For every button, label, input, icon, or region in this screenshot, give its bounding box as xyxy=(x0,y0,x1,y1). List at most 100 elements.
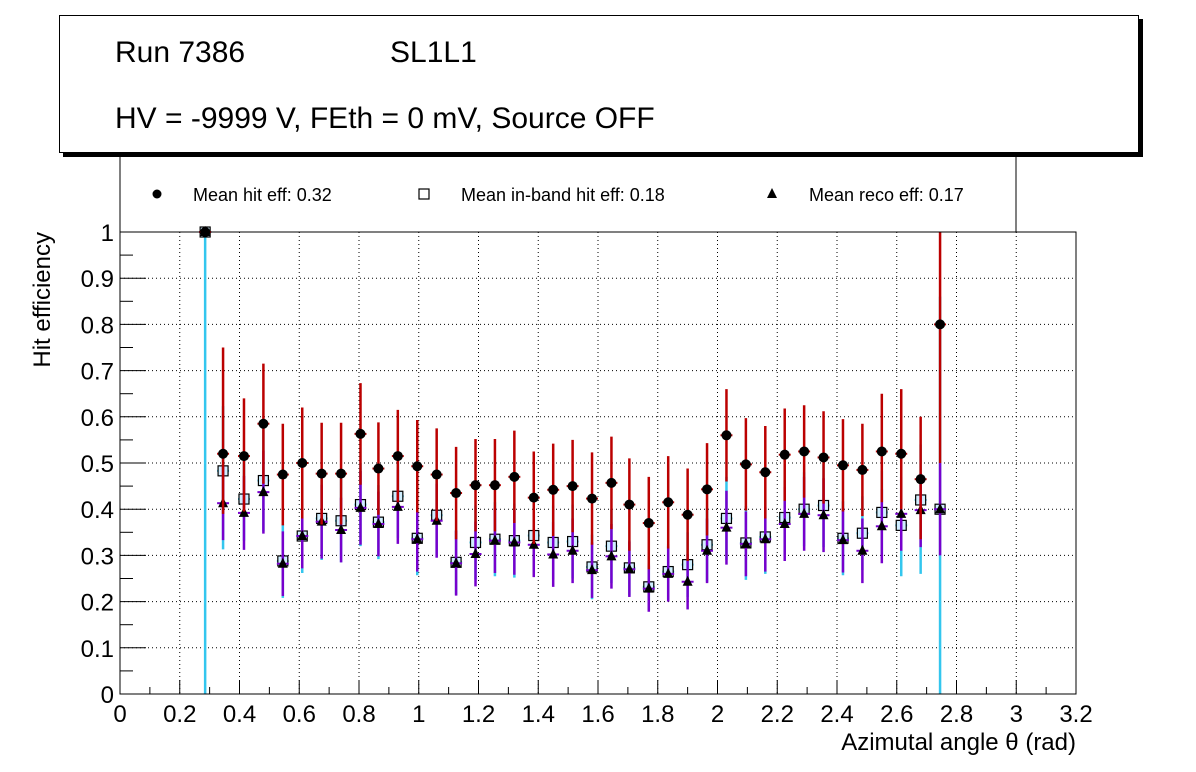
legend: Mean hit eff: 0.32 Mean in-band hit eff:… xyxy=(119,155,1017,233)
reco-eff-point xyxy=(373,517,384,528)
y-tick-label: 0.5 xyxy=(81,451,114,478)
reco-eff-point xyxy=(297,529,308,540)
reco-eff-point xyxy=(740,537,751,548)
hit-eff-point xyxy=(451,488,462,499)
data-points xyxy=(199,226,947,694)
run-conditions: HV = -9999 V, FEth = 0 mV, Source OFF xyxy=(115,102,655,135)
y-tick-label: 0.2 xyxy=(81,590,114,617)
x-tick-label: 3 xyxy=(1010,701,1023,728)
hit-eff-point xyxy=(606,477,617,488)
x-tick-label: 0.8 xyxy=(342,701,375,728)
reco-eff-point xyxy=(587,564,598,575)
axes: 0 0.2 0.4 0.6 0.8 1 1.2 1.4 1.6 1.8 2 2.2 2.4 2.6 2.8 3… xyxy=(81,220,1093,728)
reco-eff-point xyxy=(799,507,810,518)
hit-eff-point xyxy=(760,467,771,478)
reco-eff-point xyxy=(489,534,500,545)
y-tick-label: 0.1 xyxy=(81,636,114,663)
hit-eff-point xyxy=(915,474,926,485)
x-tick-label: 0.4 xyxy=(223,701,256,728)
y-tick-label: 1 xyxy=(101,220,114,247)
x-tick-label: 2.8 xyxy=(940,701,973,728)
reco-eff-point xyxy=(355,501,366,512)
reco-eff-point xyxy=(277,557,288,568)
reco-eff-point xyxy=(896,507,907,518)
hit-eff-point xyxy=(818,452,829,463)
x-tick-label: 1.8 xyxy=(641,701,674,728)
y-tick-label: 0.6 xyxy=(81,405,114,432)
x-tick-label: 0.2 xyxy=(163,701,196,728)
hit-eff-point xyxy=(336,468,347,479)
hit-eff-point xyxy=(489,480,500,491)
reco-eff-point xyxy=(779,517,790,528)
x-tick-label: 2.6 xyxy=(880,701,913,728)
x-tick-label: 0.6 xyxy=(283,701,316,728)
reco-eff-point xyxy=(876,520,887,531)
reco-eff-point xyxy=(567,544,578,555)
reco-eff-point xyxy=(238,506,249,517)
layer-name: SL1L1 xyxy=(390,36,477,69)
legend-box xyxy=(119,155,1017,233)
hit-eff-point xyxy=(277,469,288,480)
hit-eff-point xyxy=(876,446,887,457)
reco-eff-point xyxy=(935,503,946,514)
hit-eff-point xyxy=(392,451,403,462)
reco-eff-point xyxy=(643,582,654,593)
reco-eff-point xyxy=(451,557,462,568)
hit-eff-point xyxy=(412,461,423,472)
x-tick-label: 0 xyxy=(113,701,126,728)
reco-eff-point xyxy=(760,533,771,544)
hit-eff-point xyxy=(740,459,751,470)
x-tick-label: 1.4 xyxy=(522,701,555,728)
x-tick-label: 2.2 xyxy=(761,701,794,728)
y-tick-label: 0.4 xyxy=(81,497,114,524)
y-tick-label: 0.8 xyxy=(81,312,114,339)
y-tick-label: 0.7 xyxy=(81,359,114,386)
hit-eff-point xyxy=(624,499,635,510)
hit-eff-point xyxy=(548,484,559,495)
reco-eff-point xyxy=(470,548,481,559)
y-axis-title: Hit efficiency xyxy=(29,232,56,368)
hit-eff-point xyxy=(528,492,539,503)
run-number: Run 7386 xyxy=(115,36,246,69)
reco-eff-point xyxy=(606,550,617,561)
x-axis-title: Azimutal angle θ (rad) xyxy=(841,729,1076,756)
x-tick-label: 1.6 xyxy=(581,701,614,728)
legend-marker-reco xyxy=(767,188,777,198)
reco-eff-point xyxy=(392,500,403,511)
x-tick-label: 1.2 xyxy=(462,701,495,728)
reco-eff-point xyxy=(509,536,520,547)
reco-eff-point xyxy=(702,544,713,555)
hit-eff-point xyxy=(297,458,308,468)
hit-eff-point xyxy=(799,446,810,457)
hit-eff-point xyxy=(238,451,249,462)
y-tick-label: 0.9 xyxy=(81,266,114,293)
legend-label-inband: Mean in-band hit eff: 0.18 xyxy=(461,185,665,205)
hit-eff-point xyxy=(857,464,868,475)
hit-eff-point xyxy=(643,518,654,529)
reco-eff-point xyxy=(548,548,559,559)
hit-eff-point xyxy=(258,418,269,429)
reco-eff-point xyxy=(682,575,693,586)
grid xyxy=(120,232,1076,694)
hit-eff-point xyxy=(470,480,481,491)
hit-eff-point xyxy=(431,469,442,480)
hit-eff-point xyxy=(509,471,520,482)
reco-eff-point xyxy=(624,563,635,574)
hit-eff-point xyxy=(896,448,907,459)
hit-eff-point xyxy=(682,509,693,520)
reco-eff-point xyxy=(721,521,732,532)
x-tick-label: 2.4 xyxy=(820,701,853,728)
legend-label-reco: Mean reco eff: 0.17 xyxy=(809,185,964,205)
legend-marker-hit xyxy=(152,189,162,199)
series-circle xyxy=(199,227,947,570)
x-tick-label: 3.2 xyxy=(1059,701,1092,728)
reco-eff-point xyxy=(412,533,423,544)
hit-eff-point xyxy=(702,484,713,495)
legend-label-hit: Mean hit eff: 0.32 xyxy=(193,185,332,205)
hit-eff-point xyxy=(355,428,366,439)
hit-eff-point xyxy=(218,448,229,459)
reco-eff-point xyxy=(336,523,347,534)
reco-eff-point xyxy=(818,509,829,520)
hit-eff-point xyxy=(587,493,598,504)
reco-eff-point xyxy=(837,534,848,545)
